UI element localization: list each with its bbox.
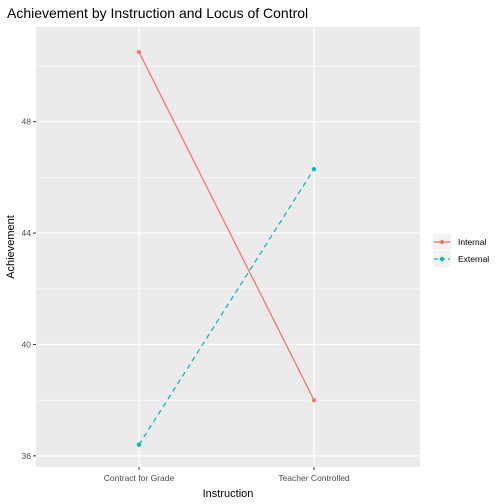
legend-label-external: External (458, 254, 489, 264)
data-point-internal (137, 50, 141, 54)
y-tick-label: 44 (22, 228, 32, 238)
legend: Internal External (433, 234, 489, 267)
y-tick-label: 40 (22, 339, 32, 349)
x-tick-label: Teacher Controlled (278, 473, 350, 483)
x-axis-title: Instruction (203, 488, 254, 500)
y-axis-title: Achievement (5, 215, 17, 279)
chart-title: Achievement by Instruction and Locus of … (7, 5, 308, 21)
data-point-external (312, 167, 316, 171)
y-tick-label: 48 (22, 117, 32, 127)
x-axis: Contract for Grade Teacher Controlled (104, 467, 350, 483)
plot-panel (36, 27, 420, 467)
legend-label-internal: Internal (458, 237, 486, 247)
data-point-internal (312, 398, 316, 402)
y-tick-label: 36 (22, 451, 32, 461)
data-point-external (137, 443, 141, 447)
legend-key-point (440, 257, 444, 261)
y-axis: 36 40 44 48 (22, 117, 36, 461)
legend-key-point (440, 240, 444, 244)
x-tick-label: Contract for Grade (104, 473, 175, 483)
